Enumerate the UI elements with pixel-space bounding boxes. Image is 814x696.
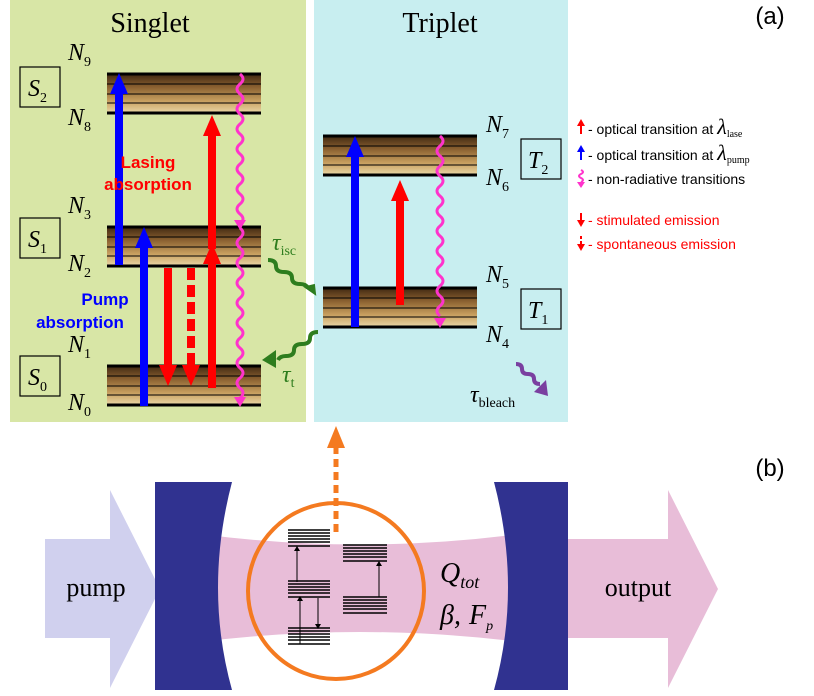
nonrad-arrow-s1-s0 bbox=[234, 226, 246, 407]
legend: - optical transition at λlase - optical t… bbox=[577, 114, 750, 252]
pump-label-line2: absorption bbox=[36, 313, 124, 332]
level-label-n2: N2 bbox=[67, 251, 91, 281]
state-box-t1: T1 bbox=[520, 288, 562, 330]
mini-band-s2 bbox=[288, 529, 330, 547]
legend-item-lase: - optical transition at λlase bbox=[577, 114, 743, 140]
level-label-n4: N4 bbox=[485, 322, 509, 352]
mini-level-diagram bbox=[288, 529, 387, 645]
mini-band-t1 bbox=[343, 596, 387, 614]
nonrad-arrow-t2-t1 bbox=[434, 134, 446, 328]
lase-absorption-arrow-s1-s2 bbox=[203, 115, 221, 249]
band-s1 bbox=[107, 225, 261, 268]
singlet-panel bbox=[10, 0, 306, 422]
svg-text:- spontaneous emission: - spontaneous emission bbox=[588, 236, 736, 252]
emitter-circle bbox=[246, 501, 426, 681]
pump-arrow-s0-s1 bbox=[135, 227, 153, 406]
svg-text:S0: S0 bbox=[28, 365, 47, 395]
input-mirror bbox=[155, 482, 232, 690]
legend-item-spontaneous: - spontaneous emission bbox=[577, 236, 736, 252]
panel-a-label: (a) bbox=[755, 3, 784, 30]
nonrad-arrow-s2-s1 bbox=[234, 72, 246, 230]
pump-arrow-s0-s2 bbox=[110, 73, 128, 265]
svg-text:- stimulated emission: - stimulated emission bbox=[588, 212, 720, 228]
legend-item-nonrad: - non-radiative transitions bbox=[577, 169, 745, 188]
pump-input-arrow bbox=[45, 490, 160, 688]
tau-isc-label: τisc bbox=[272, 230, 296, 259]
svg-text:T1: T1 bbox=[528, 298, 548, 328]
level-label-n9: N9 bbox=[67, 40, 91, 70]
stimulated-emission-arrow bbox=[159, 268, 177, 386]
svg-text:S1: S1 bbox=[28, 227, 47, 257]
level-label-n6: N6 bbox=[485, 165, 509, 195]
isc-arrow bbox=[267, 258, 317, 296]
lase-absorption-arrow-s0-s1 bbox=[203, 243, 221, 388]
lasing-label-line2: absorption bbox=[104, 175, 192, 194]
legend-item-pump: - optical transition at λpump bbox=[577, 140, 750, 166]
beta-fp-label: β, Fp bbox=[439, 600, 493, 634]
state-box-s1: S1 bbox=[19, 217, 61, 259]
state-box-s0: S0 bbox=[19, 355, 61, 397]
lasing-label-line1: Lasing bbox=[121, 153, 176, 172]
output-label: output bbox=[605, 573, 672, 602]
output-mirror bbox=[494, 482, 568, 690]
tau-t-label: τt bbox=[282, 362, 295, 391]
state-box-t2: T2 bbox=[520, 138, 562, 180]
level-label-n0: N0 bbox=[67, 390, 91, 420]
level-label-n5: N5 bbox=[485, 262, 509, 292]
triplet-title: Triplet bbox=[402, 8, 477, 39]
level-label-n7: N7 bbox=[485, 112, 509, 142]
svg-text:T2: T2 bbox=[528, 148, 548, 178]
level-label-n8: N8 bbox=[67, 105, 91, 135]
mini-band-s0 bbox=[288, 627, 330, 645]
q-tot-label: Qtot bbox=[440, 558, 480, 592]
pump-input-label: pump bbox=[66, 573, 125, 602]
legend-item-stimulated: - stimulated emission bbox=[577, 212, 720, 228]
mini-band-t2 bbox=[343, 544, 387, 562]
level-label-n3: N3 bbox=[67, 193, 91, 223]
pump-arrow-t1-t2 bbox=[346, 136, 364, 327]
output-arrow bbox=[568, 490, 718, 688]
panel-b-label: (b) bbox=[755, 455, 784, 482]
mini-band-s1 bbox=[288, 580, 330, 598]
singlet-title: Singlet bbox=[110, 8, 190, 39]
spontaneous-emission-arrow bbox=[182, 268, 200, 386]
pump-label-line1: Pump bbox=[81, 290, 128, 309]
band-t2 bbox=[323, 134, 477, 177]
lase-absorption-arrow-t1-t2 bbox=[391, 180, 409, 305]
tau-bleach-label: τbleach bbox=[470, 382, 515, 411]
bleach-arrow bbox=[515, 362, 548, 396]
state-box-s2: S2 bbox=[19, 66, 61, 108]
svg-text:S2: S2 bbox=[28, 76, 47, 106]
svg-text:- non-radiative transitions: - non-radiative transitions bbox=[588, 171, 745, 187]
band-s2 bbox=[107, 72, 261, 115]
level-label-n1: N1 bbox=[67, 332, 91, 362]
cavity-beam bbox=[200, 534, 520, 642]
triplet-decay-arrow bbox=[262, 330, 319, 368]
zoom-indicator-arrow bbox=[327, 426, 345, 532]
